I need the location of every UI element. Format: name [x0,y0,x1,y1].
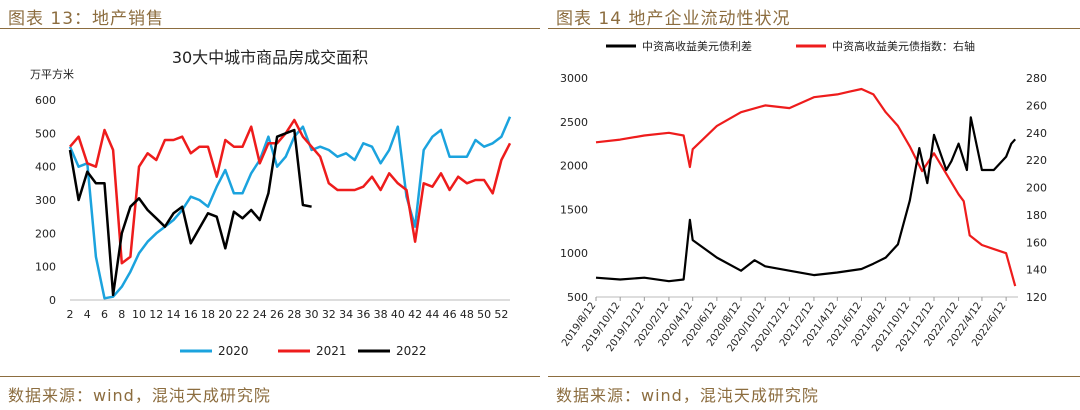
figure-13-top-rule [0,28,540,29]
y-tick-label: 100 [35,261,56,274]
x-tick-label: 44 [425,308,439,321]
legend-label-2022: 2022 [396,344,427,358]
x-tick-label: 26 [270,308,284,321]
left-y-tick-label: 3000 [560,72,588,85]
series-line-2020 [68,116,512,300]
figure-13-source: 数据来源：wind，混沌天成研究院 [8,386,271,405]
figure-14-bottom-rule [548,376,1080,377]
chart-title: 30大中城市商品房成交面积 [172,48,368,67]
figure-14-title: 图表 14 地产企业流动性状况 [556,9,791,29]
figure-14-top-rule [548,28,1080,29]
x-tick-label: 24 [253,308,267,321]
y-tick-label: 0 [49,294,56,307]
x-tick-label: 30 [305,308,319,321]
x-tick-label: 38 [374,308,388,321]
right-y-tick-label: 160 [1026,236,1047,249]
x-tick-label: 10 [132,308,146,321]
legend-label-spread: 中资高收益美元债利差 [642,39,752,53]
x-tick-label: 52 [494,308,508,321]
y-tick-label: 500 [35,127,56,140]
x-tick-label: 12 [149,308,163,321]
x-tick-label: 36 [356,308,370,321]
figure-13-title: 图表 13：地产销售 [8,9,165,29]
y-axis-label: 万平方米 [30,67,74,81]
x-tick-label: 20 [218,308,232,321]
y-tick-label: 600 [35,94,56,107]
figure-13-bottom-rule [0,376,540,377]
right-y-tick-label: 120 [1026,291,1047,304]
figure-14-chart: 500 1000 1500 2000 2500 3000 120 140 160 180 200 22… [560,39,1047,354]
legend-label-2020: 2020 [218,344,249,358]
x-tick-label: 14 [167,308,181,321]
right-y-tick-label: 220 [1026,154,1047,167]
right-y-tick-label: 240 [1026,127,1047,140]
figure-14-panel: 图表 14 地产企业流动性状况 500 1000 1500 2000 2500 3000 1… [548,0,1080,410]
x-tick-label: 22 [236,308,250,321]
right-y-tick-label: 140 [1026,264,1047,277]
x-tick-label: 4 [84,308,91,321]
series-line-2021 [69,118,512,265]
x-tick-label: 32 [322,308,336,321]
y-tick-label: 300 [35,194,56,207]
x-tick-label: 6 [101,308,108,321]
right-y-tick-label: 280 [1026,72,1047,85]
figure-13-panel: 图表 13：地产销售 30大中城市商品房成交面积万平方米 0 100 200 300 40… [0,9,540,405]
x-tick-label: 48 [460,308,474,321]
x-tick-label: 28 [287,308,301,321]
y-tick-label: 400 [35,161,56,174]
x-tick-label: 42 [408,308,422,321]
right-y-tick-label: 200 [1026,182,1047,195]
legend-label-2021: 2021 [316,344,347,358]
left-y-tick-label: 2500 [560,116,588,129]
x-tick-label: 46 [443,308,457,321]
left-y-tick-label: 2000 [560,160,588,173]
legend-label-index: 中资高收益美元债指数：右轴 [832,39,975,53]
right-y-tick-label: 180 [1026,209,1047,222]
x-tick-label: 8 [118,308,125,321]
left-y-tick-label: 1000 [560,247,588,260]
series-line-2022 [68,128,312,297]
x-tick-label: 40 [391,308,405,321]
series-line-spread [595,116,1017,283]
left-y-tick-label: 500 [567,291,588,304]
figure-14-source: 数据来源：wind，混沌天成研究院 [556,386,819,405]
x-tick-label: 16 [184,308,198,321]
series-line-index [595,87,1017,287]
right-y-tick-label: 260 [1026,99,1047,112]
x-tick-label: 34 [339,308,353,321]
x-tick-label: 2 [67,308,74,321]
y-tick-label: 200 [35,227,56,240]
x-tick-label: 50 [477,308,491,321]
x-tick-label: 18 [201,308,215,321]
left-y-tick-label: 1500 [560,203,588,216]
